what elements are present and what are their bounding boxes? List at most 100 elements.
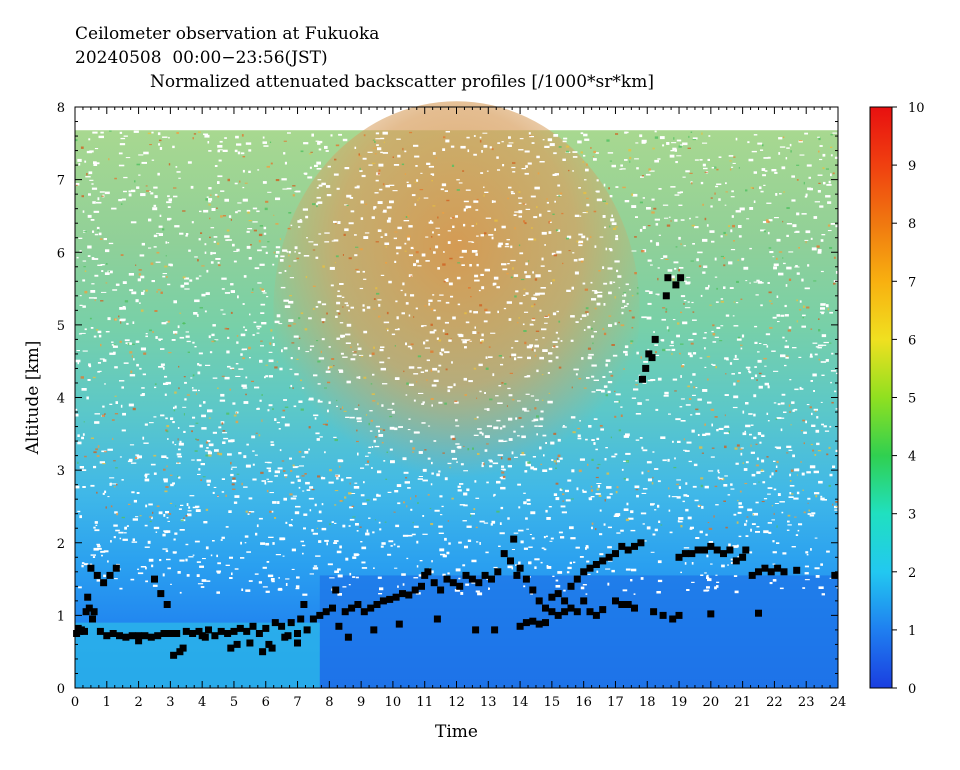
speckle bbox=[820, 270, 824, 273]
speckle bbox=[763, 230, 766, 233]
speckle bbox=[133, 358, 135, 361]
cloud-base-point bbox=[748, 571, 756, 579]
speckle bbox=[571, 386, 573, 389]
speckle bbox=[778, 137, 783, 140]
speckle bbox=[185, 331, 189, 333]
speckle bbox=[372, 162, 376, 164]
speckle bbox=[252, 288, 254, 291]
speckle bbox=[605, 202, 608, 205]
y-tick-label: 0 bbox=[57, 682, 65, 697]
speckle bbox=[760, 304, 763, 307]
speckle bbox=[700, 574, 704, 576]
speckle bbox=[281, 460, 285, 462]
speckle bbox=[616, 486, 619, 489]
speckle bbox=[121, 386, 124, 389]
speckle bbox=[324, 145, 328, 149]
speckle bbox=[518, 197, 523, 199]
speckle bbox=[732, 162, 736, 164]
speckle bbox=[476, 263, 479, 267]
speckle bbox=[572, 156, 578, 158]
speckle bbox=[113, 536, 116, 539]
speckle bbox=[192, 137, 194, 140]
cloud-base-point bbox=[392, 593, 400, 601]
speckle bbox=[316, 438, 320, 441]
speckle bbox=[84, 455, 87, 458]
speckle bbox=[623, 508, 629, 511]
speckle bbox=[407, 487, 411, 489]
chart-title-line-1: Ceilometer observation at Fukuoka bbox=[75, 24, 380, 44]
speckle bbox=[435, 157, 437, 159]
speckle bbox=[397, 585, 399, 588]
speckle bbox=[197, 473, 201, 475]
speckle bbox=[104, 272, 110, 275]
speckle bbox=[431, 384, 437, 387]
speckle bbox=[194, 299, 200, 303]
speckle bbox=[414, 155, 420, 158]
speckle bbox=[524, 172, 529, 175]
speckle bbox=[188, 249, 191, 252]
speckle bbox=[339, 465, 341, 468]
speckle bbox=[690, 381, 693, 384]
speckle bbox=[590, 489, 593, 492]
speckle bbox=[449, 257, 453, 260]
speckle bbox=[341, 459, 344, 463]
colorbar-tick-label: 9 bbox=[908, 159, 916, 174]
speckle bbox=[686, 441, 692, 444]
speckle bbox=[815, 495, 818, 498]
speckle bbox=[525, 461, 529, 464]
cloud-base-point bbox=[650, 608, 658, 616]
speckle bbox=[769, 327, 773, 329]
speckle bbox=[654, 468, 659, 470]
speckle bbox=[366, 460, 370, 463]
speckle bbox=[308, 153, 312, 155]
speckle bbox=[79, 295, 82, 297]
speckle bbox=[577, 427, 581, 430]
speckle bbox=[198, 238, 201, 241]
speckle bbox=[341, 500, 344, 502]
speckle bbox=[382, 131, 388, 135]
speckle bbox=[410, 294, 415, 297]
speckle bbox=[178, 177, 181, 179]
speckle bbox=[96, 579, 102, 582]
speckle bbox=[187, 161, 192, 164]
speckle bbox=[156, 505, 160, 507]
speckle bbox=[683, 280, 687, 282]
speckle bbox=[773, 512, 775, 515]
speckle bbox=[427, 425, 431, 427]
speckle bbox=[210, 227, 215, 229]
speckle bbox=[759, 186, 762, 190]
speckle bbox=[578, 258, 583, 261]
speckle bbox=[780, 428, 783, 432]
speckle bbox=[148, 503, 153, 506]
speckle bbox=[387, 357, 391, 359]
speckle bbox=[706, 554, 709, 558]
speckle bbox=[324, 241, 330, 243]
speckle bbox=[582, 212, 588, 214]
speckle bbox=[451, 164, 455, 167]
speckle bbox=[455, 425, 460, 427]
speckle bbox=[786, 445, 792, 448]
speckle bbox=[83, 231, 87, 233]
speckle bbox=[534, 566, 537, 569]
speckle bbox=[129, 444, 135, 446]
speckle bbox=[222, 432, 228, 434]
speckle bbox=[275, 179, 280, 182]
speckle bbox=[537, 172, 540, 175]
speckle bbox=[195, 505, 200, 508]
speckle bbox=[217, 145, 223, 148]
speckle bbox=[143, 352, 147, 355]
speckle bbox=[512, 398, 515, 401]
speckle bbox=[618, 400, 620, 403]
speckle bbox=[104, 383, 106, 385]
speckle bbox=[221, 478, 225, 480]
speckle bbox=[196, 314, 199, 317]
speckle bbox=[216, 242, 220, 245]
speckle bbox=[81, 564, 84, 568]
speckle bbox=[570, 498, 574, 500]
speckle bbox=[513, 532, 519, 534]
speckle bbox=[102, 359, 107, 362]
speckle bbox=[200, 479, 202, 481]
speckle bbox=[464, 346, 467, 349]
speckle bbox=[226, 229, 230, 232]
speckle bbox=[104, 191, 110, 195]
